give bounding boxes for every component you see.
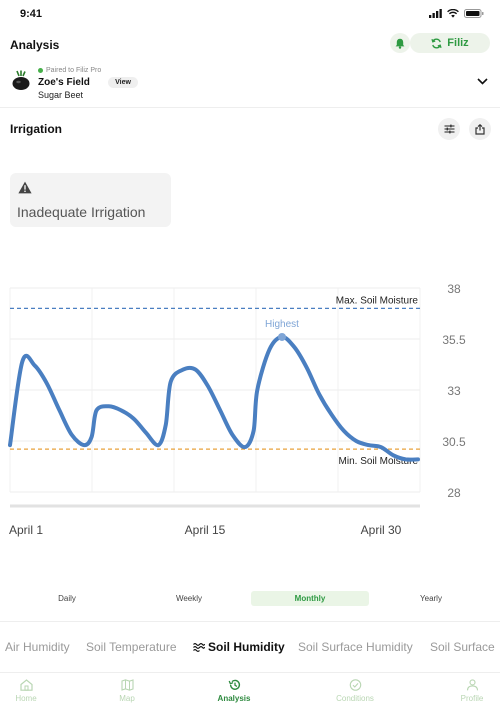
beet-icon: [12, 70, 30, 90]
x-tick-label: April 30: [361, 523, 402, 537]
page-title: Analysis: [10, 38, 60, 52]
warning-icon: [18, 181, 32, 194]
tab-yearly[interactable]: Yearly: [420, 594, 442, 603]
user-icon: [466, 679, 478, 691]
check-circle-icon: [349, 679, 361, 691]
nav-home[interactable]: Home: [0, 679, 56, 703]
highest-point-marker: [278, 332, 286, 341]
sync-icon: [431, 38, 442, 48]
range-tabs: Daily Weekly Monthly Yearly: [8, 591, 492, 606]
y-tick-label: 28: [447, 486, 461, 500]
nav-analysis[interactable]: Analysis: [204, 679, 264, 703]
nav-profile-label: Profile: [460, 694, 484, 703]
highest-label: Highest: [265, 319, 299, 330]
y-tick-label: 38: [447, 282, 461, 296]
tab-soil-surface[interactable]: Soil Surface: [430, 640, 495, 654]
app-header: Analysis Filiz: [0, 30, 500, 58]
status-icons: [429, 9, 484, 18]
nav-map-label: Map: [119, 694, 135, 703]
paired-text: Paired to Filiz Pro: [46, 67, 102, 74]
signal-icon: [429, 9, 442, 18]
tab-soil-humidity-label: Soil Humidity: [208, 640, 285, 654]
nav-conditions-label: Conditions: [336, 694, 374, 703]
paired-dot-icon: [38, 68, 43, 73]
tab-air-humidity[interactable]: Air Humidity: [5, 640, 70, 654]
filiz-label: Filiz: [447, 37, 469, 49]
x-tick-label: April 1: [9, 523, 43, 537]
divider: [0, 621, 500, 622]
tab-weekly[interactable]: Weekly: [175, 594, 203, 603]
x-tick-label: April 15: [185, 523, 226, 537]
tab-daily[interactable]: Daily: [58, 594, 76, 603]
nav-map[interactable]: Map: [97, 679, 157, 703]
nav-home-label: Home: [15, 694, 37, 703]
view-button[interactable]: View: [108, 77, 138, 88]
home-icon: [19, 679, 33, 691]
reference-line-label: Max. Soil Moisture: [336, 295, 419, 306]
history-icon: [228, 679, 240, 690]
bottom-nav: Home Map Analysis Conditions Profile: [0, 672, 500, 716]
share-button[interactable]: [469, 118, 491, 140]
section-title: Irrigation: [10, 122, 63, 136]
tab-monthly[interactable]: Monthly: [251, 591, 369, 606]
battery-icon: [464, 9, 484, 18]
waves-icon: [193, 643, 205, 652]
status-bar: 9:41: [0, 0, 500, 28]
field-selector[interactable]: Paired to Filiz Pro Zoe's Field View Sug…: [0, 62, 500, 108]
y-tick-label: 35.5: [442, 333, 466, 347]
field-name: Zoe's Field: [38, 77, 90, 88]
soil-humidity-chart: 38 35.5 33 30.5 28 April 1 April 15 April 30 Max…: [8, 282, 466, 537]
status-time: 9:41: [20, 8, 43, 20]
nav-analysis-label: Analysis: [217, 694, 251, 703]
map-icon: [120, 679, 134, 691]
sliders-icon: [444, 124, 454, 134]
paired-status: Paired to Filiz Pro: [38, 67, 101, 74]
tab-soil-surface-humidity[interactable]: Soil Surface Humidity: [298, 640, 413, 654]
reference-line-label: Min. Soil Moisture: [339, 456, 419, 467]
chevron-down-icon[interactable]: [477, 78, 488, 85]
filter-button[interactable]: [438, 118, 460, 140]
wifi-icon: [447, 9, 459, 18]
soil-humidity-line: [8, 335, 420, 462]
y-tick-label: 33: [447, 384, 461, 398]
nav-conditions[interactable]: Conditions: [325, 679, 385, 703]
notifications-button[interactable]: [390, 33, 410, 53]
tab-soil-humidity[interactable]: Soil Humidity: [193, 640, 285, 654]
field-crop: Sugar Beet: [38, 90, 84, 100]
share-icon: [475, 123, 485, 135]
irrigation-warning-card: Inadequate Irrigation: [10, 173, 171, 227]
filiz-button[interactable]: Filiz: [410, 33, 490, 53]
warning-text: Inadequate Irrigation: [17, 204, 146, 220]
y-tick-label: 30.5: [442, 435, 466, 449]
bell-icon: [395, 38, 405, 49]
nav-profile[interactable]: Profile: [442, 679, 500, 703]
tab-soil-temperature[interactable]: Soil Temperature: [86, 640, 177, 654]
metric-tabs: Air Humidity Soil Temperature Soil Humid…: [0, 640, 500, 658]
